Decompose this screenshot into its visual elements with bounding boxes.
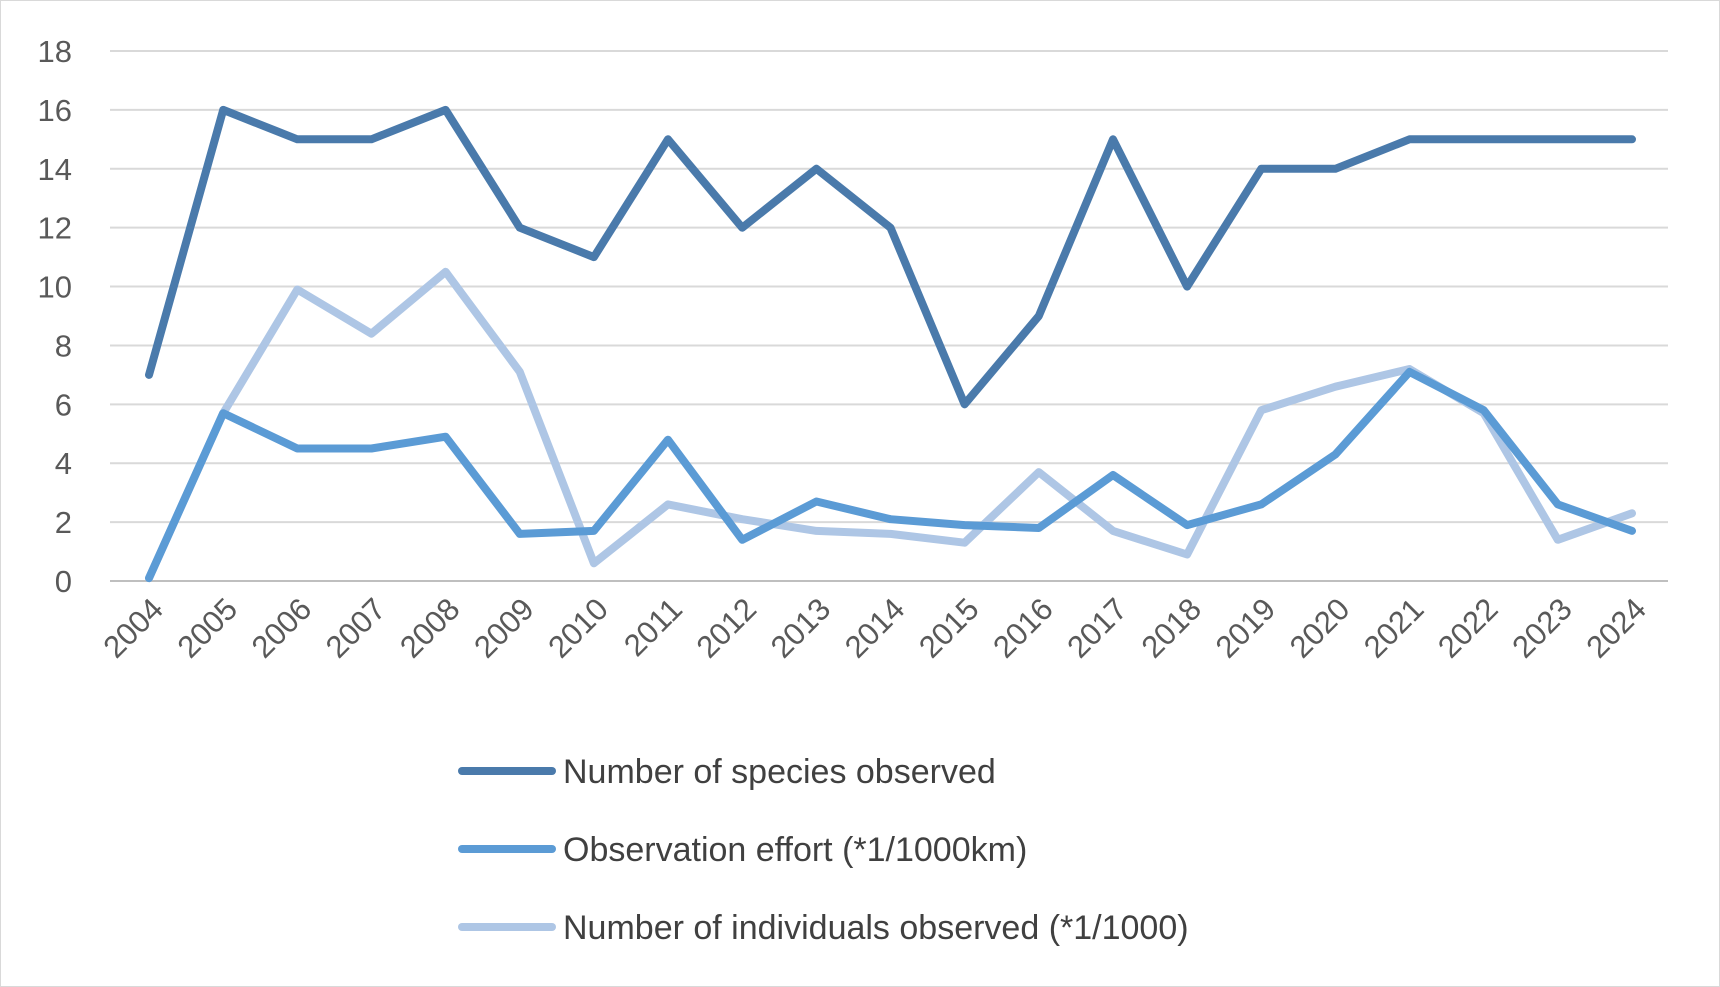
x-tick-label: 2017 [1060, 591, 1134, 665]
x-tick-label: 2004 [96, 591, 170, 665]
legend-label: Observation effort (*1/1000km) [563, 831, 1027, 869]
legend-item: Number of species observed [458, 753, 996, 791]
x-tick-label: 2020 [1283, 591, 1357, 665]
x-tick-label: 2021 [1357, 591, 1431, 665]
y-tick-label: 4 [55, 446, 72, 481]
y-tick-label: 2 [55, 505, 72, 540]
y-tick-label: 8 [55, 328, 72, 363]
y-tick-label: 6 [55, 387, 72, 422]
x-tick-label: 2011 [617, 591, 689, 663]
x-tick-label: 2008 [393, 591, 467, 665]
y-tick-label: 16 [38, 93, 72, 128]
x-tick-label: 2019 [1209, 591, 1283, 665]
y-tick-label: 12 [38, 211, 72, 246]
legend-item: Observation effort (*1/1000km) [458, 831, 1027, 869]
gridlines [110, 50, 1668, 582]
x-tick-label: 2016 [986, 591, 1060, 665]
x-tick-label: 2013 [764, 591, 838, 665]
x-tick-label: 2006 [245, 591, 319, 665]
x-tick-label: 2005 [171, 591, 245, 665]
x-tick-label: 2018 [1135, 591, 1209, 665]
y-tick-label: 18 [38, 34, 72, 69]
x-tick-label: 2014 [838, 591, 912, 665]
series-line-number-of-species-observed [145, 105, 1636, 409]
x-tick-label: 2022 [1431, 591, 1505, 665]
legend-label: Number of species observed [563, 753, 996, 791]
series-line-number-of-individuals-observed-1-1000 [145, 267, 1636, 583]
x-tick-label: 2010 [541, 591, 615, 665]
x-tick-label: 2024 [1579, 591, 1653, 665]
y-tick-label: 10 [38, 270, 72, 305]
x-tick-label: 2009 [467, 591, 541, 665]
x-axis-tick-labels: 2004 2005 2006 2007 2008 2009 2010 2011 2012 2013… [96, 591, 1653, 665]
y-tick-label: 14 [38, 152, 72, 187]
x-tick-label: 2023 [1505, 591, 1579, 665]
x-tick-label: 2012 [690, 591, 764, 665]
x-tick-label: 2007 [319, 591, 393, 665]
series-line-observation-effort-1-1000km [145, 367, 1636, 583]
legend: Number of species observed Observation ef… [458, 753, 1189, 947]
legend-label: Number of individuals observed (*1/1000) [563, 909, 1189, 947]
x-tick-label: 2015 [912, 591, 986, 665]
y-tick-label: 0 [55, 564, 72, 599]
legend-item: Number of individuals observed (*1/1000) [458, 909, 1189, 947]
y-axis-tick-labels: 0 2 4 6 8 10 12 14 16 18 [38, 34, 72, 599]
series-lines [145, 105, 1636, 583]
